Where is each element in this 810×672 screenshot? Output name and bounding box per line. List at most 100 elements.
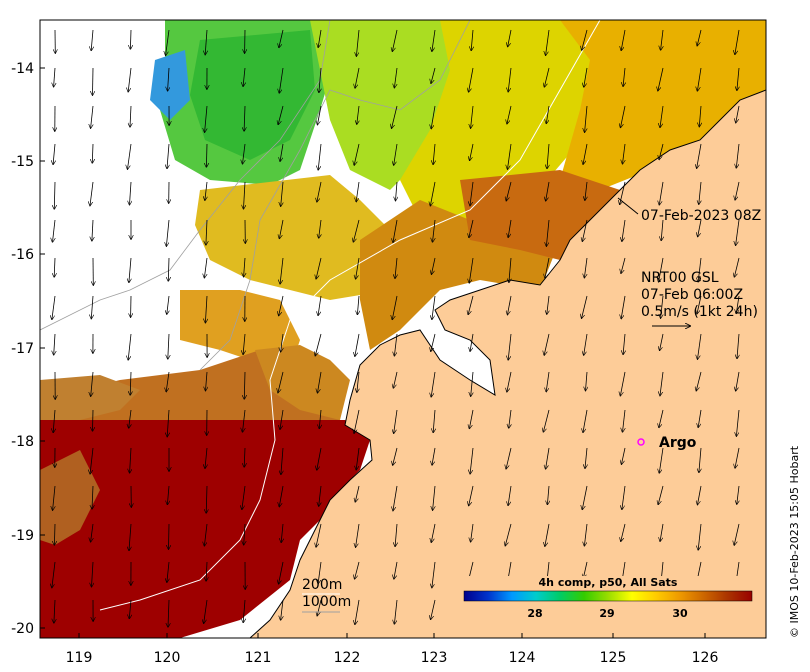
colorbar: 4h comp, p50, All Sats 28 29 30: [455, 576, 760, 624]
current-vector: [129, 257, 131, 282]
current-vector: [432, 295, 436, 319]
current-vector: [54, 181, 55, 209]
current-legend-line2: 07-Feb 06:00Z: [641, 287, 743, 303]
current-vector: [279, 561, 284, 584]
current-vector: [697, 143, 702, 168]
current-vector: [167, 561, 169, 582]
colorbar-tick-label: 28: [527, 607, 542, 620]
current-vector: [357, 105, 359, 124]
current-vector: [169, 523, 170, 549]
current-vector: [206, 219, 207, 245]
land: [250, 90, 766, 638]
x-tick-label: 124: [509, 650, 536, 666]
timestamp-pointer: [617, 197, 639, 215]
current-vector: [735, 181, 740, 200]
current-vector: [92, 485, 93, 509]
colorbar-title: 4h comp, p50, All Sats: [539, 576, 678, 589]
current-vector: [737, 67, 739, 90]
current-vector: [205, 447, 207, 468]
current-vector: [167, 143, 169, 168]
current-vector: [392, 29, 398, 51]
current-vector: [432, 29, 436, 51]
current-vector: [698, 523, 702, 550]
current-vector: [396, 181, 398, 201]
current-vector: [166, 219, 170, 246]
current-vector: [546, 29, 550, 55]
current-vector: [130, 29, 131, 49]
current-vector: [392, 105, 398, 128]
current-vector: [393, 219, 398, 242]
current-vector: [394, 143, 398, 165]
current-vector: [470, 447, 474, 474]
current-vector: [545, 257, 550, 278]
current-vector: [661, 295, 663, 318]
current-vector: [432, 447, 436, 465]
current-vector: [433, 409, 435, 432]
current-vector: [582, 29, 588, 50]
current-vector: [509, 409, 511, 428]
current-vector: [433, 143, 435, 164]
y-tick-label: -17: [11, 341, 34, 357]
current-vector: [243, 67, 245, 86]
current-vector: [244, 105, 245, 131]
current-vector: [53, 485, 56, 510]
current-vector: [357, 295, 359, 314]
current-vector: [278, 105, 284, 124]
credit-label: © IMOS 10-Feb-2023 15:05 Hobart: [788, 445, 801, 638]
current-vector: [582, 219, 588, 241]
current-vector: [318, 143, 322, 170]
current-vectors: [52, 29, 740, 627]
current-vector: [585, 447, 587, 468]
current-vector: [431, 105, 436, 129]
current-vector: [622, 447, 626, 464]
current-vector: [736, 105, 740, 123]
current-vector: [660, 333, 664, 350]
current-vector: [315, 333, 322, 356]
current-vector: [206, 143, 207, 167]
current-vector: [316, 523, 322, 547]
current-vector: [52, 295, 56, 319]
current-vector: [128, 67, 132, 92]
current-vector: [585, 181, 587, 200]
current-vector: [431, 599, 436, 619]
contour-1000m: [40, 20, 331, 331]
current-vector: [168, 67, 169, 91]
current-vector: [392, 295, 398, 319]
current-vector: [469, 485, 474, 506]
current-vector: [54, 599, 55, 623]
current-vector: [507, 371, 512, 392]
current-vector: [659, 409, 664, 427]
current-vector: [91, 295, 93, 319]
current-vector: [547, 143, 549, 168]
current-vector: [508, 29, 512, 47]
current-vector: [621, 295, 626, 319]
current-vector: [356, 257, 360, 279]
current-vector: [355, 67, 360, 88]
current-vector: [356, 523, 360, 547]
current-vector: [546, 181, 550, 201]
current-vector: [355, 561, 360, 579]
current-vector: [244, 447, 245, 467]
current-vector: [90, 181, 94, 206]
current-vector: [697, 67, 702, 91]
current-vector: [91, 371, 93, 396]
current-vector: [395, 257, 397, 278]
current-vector: [433, 219, 436, 242]
current-vector: [471, 29, 473, 50]
current-vector: [623, 67, 625, 86]
current-vector: [735, 29, 740, 54]
plot-area: [40, 20, 766, 638]
current-vector: [659, 181, 664, 205]
current-vector: [128, 333, 132, 360]
current-vector: [354, 143, 360, 165]
current-vector: [544, 67, 550, 87]
current-vector: [243, 333, 245, 354]
current-vector: [470, 181, 474, 206]
current-vector: [279, 219, 284, 238]
current-vector: [205, 295, 207, 323]
current-vector: [281, 181, 283, 206]
current-vector: [621, 523, 626, 541]
current-vector: [280, 257, 284, 284]
current-vector: [354, 409, 360, 433]
y-tick-label: -20: [11, 621, 34, 637]
